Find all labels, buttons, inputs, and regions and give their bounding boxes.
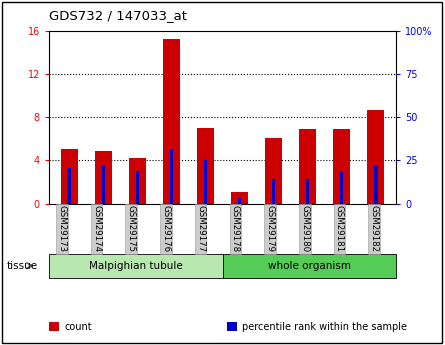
Bar <box>374 167 377 204</box>
Text: whole organism: whole organism <box>268 261 351 270</box>
Text: percentile rank within the sample: percentile rank within the sample <box>242 322 407 332</box>
Bar <box>340 172 344 204</box>
Bar <box>265 138 282 204</box>
Bar <box>61 149 78 204</box>
Text: tissue: tissue <box>7 261 38 270</box>
Text: GDS732 / 147033_at: GDS732 / 147033_at <box>49 9 187 22</box>
Bar <box>231 192 248 204</box>
Bar <box>163 39 180 204</box>
Text: GSM29175: GSM29175 <box>127 205 136 253</box>
Text: GSM29181: GSM29181 <box>335 205 344 253</box>
Bar <box>101 167 105 204</box>
Bar <box>238 197 241 204</box>
Bar <box>306 179 309 204</box>
Bar <box>95 151 112 204</box>
Text: GSM29179: GSM29179 <box>266 205 275 252</box>
Bar <box>333 129 350 204</box>
Bar <box>367 110 384 204</box>
Bar <box>204 159 207 204</box>
Bar <box>129 158 146 204</box>
Text: Malpighian tubule: Malpighian tubule <box>89 261 182 270</box>
Text: GSM29177: GSM29177 <box>196 205 205 253</box>
Bar <box>299 129 316 204</box>
Bar <box>197 128 214 204</box>
Text: GSM29174: GSM29174 <box>92 205 101 253</box>
Bar <box>68 168 71 204</box>
Text: GSM29173: GSM29173 <box>57 205 66 253</box>
Text: count: count <box>64 322 92 332</box>
Bar <box>136 171 139 204</box>
Bar <box>170 149 174 204</box>
Bar <box>272 179 275 204</box>
Text: GSM29182: GSM29182 <box>370 205 379 253</box>
Text: GSM29180: GSM29180 <box>300 205 309 253</box>
Text: GSM29178: GSM29178 <box>231 205 240 253</box>
Text: GSM29176: GSM29176 <box>162 205 170 253</box>
